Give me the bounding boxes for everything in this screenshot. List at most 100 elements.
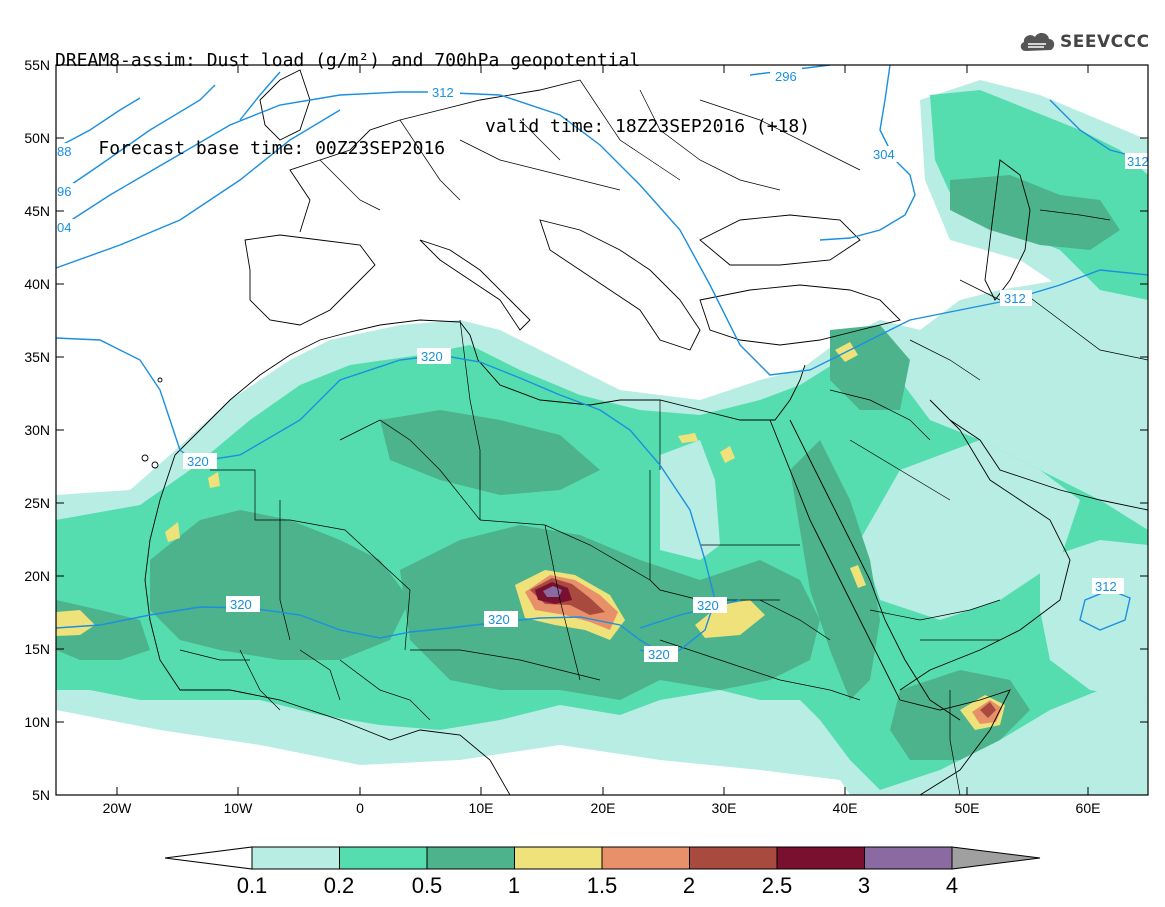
contour-label-text: 04	[57, 220, 71, 235]
contour-label-304: 304	[870, 146, 902, 162]
contour-label-320-mali: 320	[226, 596, 260, 612]
title-line-2: Forecast base time: 00Z23SEP2016 valid t…	[55, 116, 810, 204]
contour-label-text: 312	[1004, 291, 1026, 306]
dust-layer-yellow-mauritania	[165, 522, 180, 542]
contour-label-group: 296 304 312 312 312 320 320 320 320 320 …	[56, 68, 1149, 662]
colorbar-swatch	[339, 846, 428, 870]
colorbar-swatch	[426, 846, 515, 870]
dust-layer-yellow-morocco	[208, 472, 220, 488]
contour-label-312-east: 312	[1000, 290, 1032, 306]
colorbar-swatch	[776, 846, 865, 870]
lon-label: 40E	[833, 800, 858, 816]
colorbar-label: 0.5	[412, 873, 443, 898]
dust-layer-purple	[543, 586, 562, 597]
colorbar-swatch	[601, 846, 690, 870]
title-line-1: DREAM8-assim: Dust load (g/m²) and 700hP…	[55, 50, 641, 71]
lon-label: 20E	[591, 800, 616, 816]
lat-label: 55N	[24, 57, 50, 73]
lat-label: 20N	[24, 568, 50, 584]
lon-label: 30E	[712, 800, 737, 816]
lon-label: 60E	[1076, 800, 1101, 816]
lat-label: 10N	[24, 714, 50, 730]
dust-layer-dark-sahara	[380, 410, 600, 495]
dust-layer-yellow-sahara	[720, 446, 735, 463]
dust-gap-arabia	[860, 440, 1080, 620]
contour-label-text: 296	[775, 69, 797, 84]
colorbar-arrow-left	[164, 846, 253, 870]
dust-shading	[56, 80, 1148, 795]
contour-label-text: 312	[1095, 579, 1117, 594]
dust-layer-yellow-egypt	[678, 433, 698, 443]
contour-label-text: 320	[648, 647, 670, 662]
lon-label: 0	[356, 800, 364, 816]
contour-label-312-edge: 312	[1125, 153, 1149, 169]
colorbar-swatch	[251, 846, 340, 870]
lon-label: 50E	[955, 800, 980, 816]
valid-time: valid time: 18Z23SEP2016 (+18)	[485, 116, 811, 137]
contour-label-text: 304	[873, 147, 895, 162]
contour-label-text: 320	[488, 612, 510, 627]
contour-label-88: 88	[56, 143, 74, 159]
contour-label-320-morocco: 320	[183, 453, 217, 469]
colorbar-label: 2.5	[762, 873, 793, 898]
colorbar-label: 3	[858, 873, 870, 898]
contour-label-text: 312	[432, 85, 454, 100]
lat-label: 15N	[24, 641, 50, 657]
colorbar-label: 1.5	[587, 873, 618, 898]
latitude-axis	[56, 64, 1148, 796]
lat-label: 5N	[32, 787, 50, 803]
longitude-labels: 20W 10W 0 10E 20E 30E 40E 50E 60E	[103, 800, 1101, 816]
seevccc-logo: SEEVCCC	[1018, 26, 1150, 58]
logo-text: SEEVCCC	[1060, 32, 1150, 52]
colorbar-label: 4	[946, 873, 958, 898]
dust-gap-egypt	[660, 440, 720, 560]
dust-layer-yellow-west	[56, 610, 95, 636]
colorbar-label: 2	[683, 873, 695, 898]
lon-label: 10E	[469, 800, 494, 816]
country-borders	[179, 79, 1148, 795]
colorbar	[164, 846, 1041, 870]
contour-label-text: 320	[697, 598, 719, 613]
contour-label-312-sea: 312	[1092, 578, 1124, 594]
contour-label-320-chad: 320	[644, 646, 678, 662]
contour-label-320-sudan: 320	[693, 597, 727, 613]
base-time: Forecast base time: 00Z23SEP2016	[98, 138, 446, 159]
latitude-labels: 55N 50N 45N 40N 35N 30N 25N 20N 15N 10N …	[24, 57, 50, 803]
contour-label-312-north: 312	[428, 84, 460, 100]
dust-layer-yellow-ethiopia	[850, 565, 866, 588]
dust-layer-red-somalia	[980, 702, 996, 718]
contour-label-text: 320	[421, 349, 443, 364]
lon-label: 20W	[103, 800, 133, 816]
colorbar-label: 0.1	[237, 873, 268, 898]
coastlines	[141, 69, 1148, 795]
dust-layer-yellow-sudan	[695, 600, 765, 638]
lat-label: 50N	[24, 130, 50, 146]
contour-label-text: 312	[1127, 154, 1149, 169]
colorbar-label: 0.2	[324, 873, 355, 898]
contour-label-320-niger: 320	[484, 611, 518, 627]
contour-label-text: 320	[187, 454, 209, 469]
colorbar-swatch	[864, 846, 953, 870]
lat-label: 35N	[24, 349, 50, 365]
lat-label: 45N	[24, 203, 50, 219]
colorbar-swatch	[689, 846, 778, 870]
lat-label: 40N	[24, 276, 50, 292]
contour-label-text: 320	[230, 597, 252, 612]
contour-label-text: 88	[57, 144, 71, 159]
cloud-logo-icon	[1020, 33, 1055, 51]
map-title: DREAM8-assim: Dust load (g/m²) and 700hP…	[55, 6, 810, 226]
dust-layer-dark-caucasus	[950, 175, 1120, 250]
contour-label-96: 96	[56, 183, 74, 199]
contour-label-04: 04	[56, 219, 74, 235]
contour-label-320-algeria: 320	[417, 348, 451, 364]
colorbar-label: 1	[508, 873, 520, 898]
colorbar-swatch	[514, 846, 603, 870]
contour-label-296: 296	[770, 68, 802, 84]
contour-label-text: 96	[57, 184, 71, 199]
colorbar-arrow-right	[951, 846, 1041, 870]
colorbar-labels: 0.1 0.2 0.5 1 1.5 2 2.5 3 4	[237, 873, 958, 898]
longitude-axis	[116, 65, 1089, 795]
lat-label: 30N	[24, 422, 50, 438]
lat-label: 25N	[24, 495, 50, 511]
